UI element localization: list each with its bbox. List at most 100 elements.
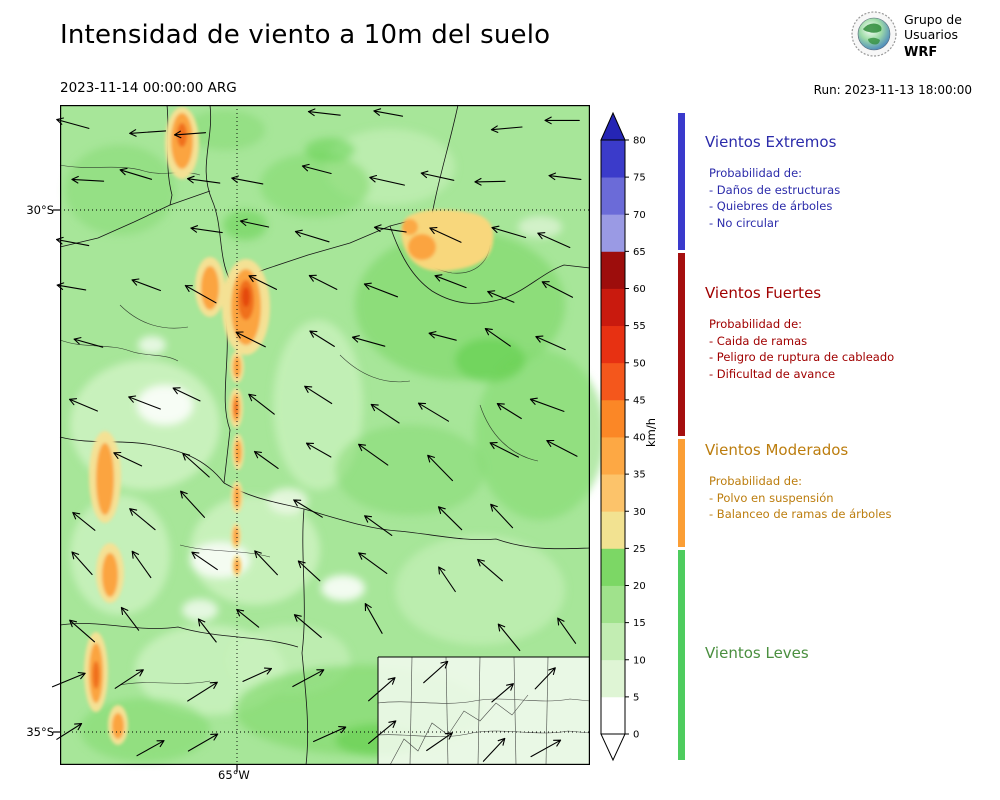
colorbar-segment — [601, 214, 625, 252]
colorbar-segment — [601, 399, 625, 438]
legend-section-fuertes: Vientos Fuertes Probabilidad de: - Caida… — [705, 284, 995, 382]
wind-arrow — [427, 454, 454, 482]
legend-item: - Caida de ramas — [709, 333, 808, 348]
wind-arrow — [235, 331, 266, 348]
colorbar-segment — [601, 177, 625, 215]
wind-arrow — [128, 395, 161, 410]
colorbar-scale: 0 5 10 15 20 25 30 35 40 45 50 55 60 65 70 75 80 — [600, 111, 646, 762]
wind-arrow — [373, 224, 407, 233]
wind-arrow — [56, 117, 90, 129]
legend-section-body: Probabilidad de: - Daños de estructuras -… — [709, 165, 995, 231]
wind-speed-shading-green — [65, 110, 605, 762]
logo-wrf: WRF — [904, 45, 938, 60]
colorbar-segment — [601, 325, 625, 364]
legend-items: - Daños de estructuras - Quiebres de árbo… — [709, 182, 995, 232]
wind-arrow — [71, 551, 93, 576]
colorbar-tick-label: 50 — [633, 358, 646, 369]
wind-arrow — [253, 450, 279, 469]
wind-arrow — [368, 677, 396, 702]
page-title: Intensidad de viento a 10m del suelo — [60, 20, 551, 50]
legend-section-body: Probabilidad de: - Caida de ramas - Pelig… — [709, 316, 995, 382]
legend-section-extremos: Vientos Extremos Probabilidad de: - Daño… — [705, 133, 995, 231]
logo-line1: Grupo de — [904, 12, 962, 27]
wind-arrow — [131, 550, 152, 579]
wind-arrow — [190, 225, 223, 234]
wind-arrow — [490, 125, 523, 133]
wind-arrow — [474, 177, 506, 186]
wind-arrow — [182, 452, 210, 478]
wind-arrow — [370, 403, 400, 424]
colorbar-tick-label: 75 — [633, 173, 646, 184]
wind-arrow — [187, 733, 219, 752]
logo-text: Grupo de Usuarios WRF — [904, 10, 962, 60]
wind-arrow — [119, 167, 153, 180]
wind-arrow — [534, 667, 556, 690]
colorbar-segment — [601, 288, 625, 327]
wind-arrow — [173, 130, 207, 139]
wind-arrow — [248, 275, 278, 290]
wind-arrow — [438, 566, 456, 593]
wind-arrow — [351, 335, 386, 347]
logo: Grupo de Usuarios WRF — [850, 10, 962, 60]
wind-arrow — [437, 506, 463, 531]
wind-map — [51, 104, 605, 772]
logo-line2: Usuarios — [904, 27, 959, 42]
wind-arrow — [309, 330, 335, 347]
wind-arrow — [417, 402, 450, 422]
legend-section-title: Vientos Moderados — [705, 441, 849, 459]
colorbar-segment — [601, 251, 625, 289]
wind-arrow — [242, 667, 273, 682]
colorbar-tick-label: 60 — [633, 284, 646, 295]
colorbar-segment — [601, 511, 625, 549]
colorbar-tick-label: 40 — [633, 433, 646, 444]
legend-strip-segment — [678, 252, 685, 436]
wind-arrow — [426, 732, 453, 752]
legend-item: - Daños de estructuras — [709, 182, 841, 197]
legend-strip-segment — [678, 549, 685, 760]
colorbar-tick-label: 10 — [633, 655, 646, 666]
globe-icon — [851, 11, 897, 57]
colorbar-segment — [601, 548, 625, 586]
colorbar-segment — [601, 585, 625, 624]
colorbar-segment — [601, 659, 625, 698]
colorbar-over-arrow — [600, 111, 626, 141]
wind-arrow — [114, 669, 144, 689]
colorbar-segment — [601, 140, 625, 178]
wind-arrow — [537, 232, 571, 249]
wind-arrow — [358, 552, 388, 574]
wind-arrow — [364, 603, 383, 634]
wind-arrow — [180, 490, 206, 518]
wind-arrow — [308, 274, 338, 290]
wind-arrow — [293, 614, 322, 638]
legend-section-body: Probabilidad de: - Polvo en suspensión - … — [709, 473, 995, 523]
wind-arrow — [482, 737, 506, 762]
legend-prob-title: Probabilidad de: — [709, 474, 803, 488]
wind-arrow — [301, 163, 332, 175]
legend-item: - Dificultad de avance — [709, 366, 836, 381]
legend-strip-segment — [678, 113, 685, 250]
wind-arrow — [113, 451, 143, 467]
wind-arrow — [184, 284, 217, 304]
wind-arrow — [187, 681, 218, 702]
legend-section-title: Vientos Extremos — [705, 133, 837, 151]
wind-arrow — [490, 503, 514, 529]
cadastral-corner — [377, 656, 591, 766]
wind-arrow — [496, 403, 522, 420]
colorbar-tick-label: 15 — [633, 618, 646, 629]
colorbar-segment — [601, 622, 625, 661]
wind-arrow — [530, 739, 562, 758]
valid-datetime: 2023-11-14 00:00:00 ARG — [60, 80, 237, 96]
colorbar-tick-label: 0 — [633, 730, 639, 741]
wind-arrow — [529, 397, 565, 412]
wind-arrow — [429, 227, 462, 243]
colorbar-segment — [601, 474, 625, 512]
lon-label-65w: 65°W — [218, 768, 250, 782]
wind-arrow — [231, 175, 264, 185]
wind-arrow — [131, 278, 161, 292]
wind-arrow — [484, 328, 511, 347]
legend-items: - Caida de ramas - Peligro de ruptura de … — [709, 333, 995, 383]
wind-arrow — [557, 617, 577, 644]
wind-arrow — [254, 550, 278, 576]
wind-speed-shading-orange — [84, 107, 494, 745]
wind-arrow — [297, 560, 321, 582]
